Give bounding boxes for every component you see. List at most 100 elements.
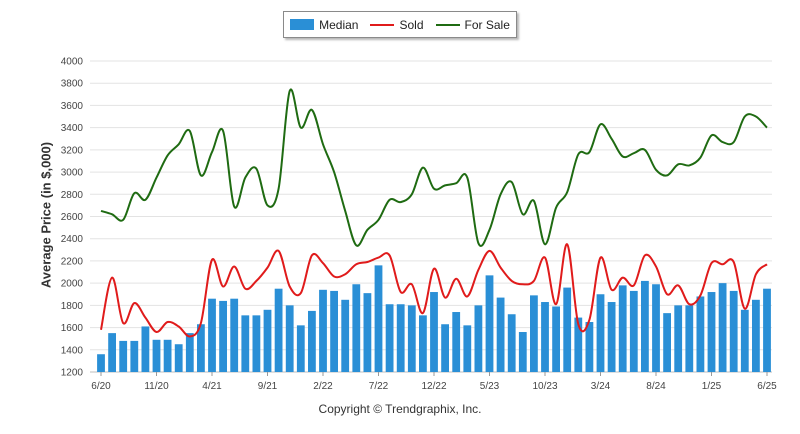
median-bar <box>363 293 372 372</box>
median-bar <box>474 305 483 372</box>
x-tick-label: 5/23 <box>480 381 500 392</box>
median-bar <box>274 288 283 372</box>
median-bar <box>341 299 350 372</box>
median-bar <box>452 312 461 372</box>
median-bar <box>552 306 560 372</box>
for-sale-swatch <box>435 23 460 26</box>
median-swatch <box>290 19 315 30</box>
legend-for-sale-label: For Sale <box>464 17 510 32</box>
median-bar <box>652 284 660 372</box>
median-bar <box>763 288 771 372</box>
median-bar <box>585 322 594 372</box>
y-tick-label: 1600 <box>61 323 84 334</box>
median-bar <box>219 300 227 372</box>
median-bar <box>385 304 394 372</box>
y-tick-label: 2000 <box>61 279 84 290</box>
median-bar <box>574 317 583 372</box>
x-tick-label: 6/20 <box>91 381 111 392</box>
grid-lines <box>90 60 772 373</box>
median-bar <box>319 289 327 372</box>
median-bar <box>696 296 705 372</box>
median-bar <box>296 325 305 372</box>
y-tick-label: 3800 <box>61 79 84 90</box>
y-axis-ticks: 1200 1400 1600 1800 2000 2200 2400 2600 2800 3000… <box>61 57 84 379</box>
median-bar <box>507 314 516 372</box>
median-bar <box>263 309 272 372</box>
median-bar <box>463 325 472 372</box>
y-tick-label: 1400 <box>61 345 84 356</box>
x-tick-label: 8/24 <box>646 381 666 392</box>
median-bar <box>230 298 239 372</box>
y-tick-label: 2200 <box>61 256 84 267</box>
median-bar <box>374 265 383 372</box>
sold-line-layer <box>100 243 768 338</box>
median-bar <box>430 292 438 372</box>
median-bar <box>396 304 405 372</box>
median-bar <box>641 280 649 372</box>
y-tick-label: 3200 <box>61 145 84 156</box>
median-bar <box>674 305 683 372</box>
y-tick-label: 2600 <box>61 212 84 223</box>
median-bar <box>607 302 616 372</box>
x-tick-label: 12/22 <box>421 381 446 392</box>
median-bar <box>530 295 538 372</box>
y-tick-label: 3000 <box>61 168 84 179</box>
median-bar <box>119 340 128 372</box>
median-bar <box>419 315 427 372</box>
median-bar <box>208 298 216 372</box>
legend-median-label: Median <box>319 17 359 32</box>
median-bar <box>740 309 749 372</box>
median-bar <box>718 283 727 372</box>
y-tick-label: 3600 <box>61 101 84 112</box>
y-tick-label: 2800 <box>61 190 84 201</box>
y-tick-label: 2400 <box>61 234 84 245</box>
median-bar <box>252 315 261 372</box>
median-bar <box>729 290 738 372</box>
legend-item-sold[interactable]: Sold <box>370 18 424 32</box>
sold-line <box>100 243 768 338</box>
y-tick-label: 4000 <box>61 57 84 68</box>
median-bar <box>541 302 549 372</box>
x-tick-label: 9/21 <box>258 381 278 392</box>
y-tick-label: 1800 <box>61 301 84 312</box>
median-bar <box>663 313 671 372</box>
median-bar <box>752 299 760 372</box>
median-bar <box>596 294 605 372</box>
median-bar <box>485 275 494 372</box>
copyright-text: Copyright © Trendgraphix, Inc. <box>318 402 482 416</box>
median-bar <box>108 333 116 372</box>
x-tick-label: 1/25 <box>702 381 722 392</box>
median-bar <box>185 333 194 372</box>
legend-item-median[interactable]: Median <box>290 18 358 32</box>
y-axis-title: Average Price (in $,000) <box>38 141 54 289</box>
sold-swatch <box>370 23 395 26</box>
median-bar <box>518 332 527 372</box>
median-bar <box>152 339 161 372</box>
median-bar <box>407 305 416 372</box>
median-bar <box>285 305 294 372</box>
median-bar <box>197 324 205 372</box>
median-bar <box>441 324 449 372</box>
x-tick-label: 4/21 <box>202 381 222 392</box>
y-tick-label: 1200 <box>61 368 84 379</box>
median-bar <box>308 310 316 372</box>
for-sale-line <box>100 88 768 247</box>
x-tick-label: 11/20 <box>144 381 169 392</box>
median-bar <box>130 340 139 372</box>
for-sale-line-layer <box>100 88 768 247</box>
median-bar <box>241 315 250 372</box>
median-bar <box>629 290 638 372</box>
y-tick-label: 3400 <box>61 123 84 134</box>
median-bar <box>141 326 150 372</box>
median-bar <box>685 305 694 372</box>
median-bar <box>174 344 183 372</box>
x-tick-label: 10/23 <box>532 381 557 392</box>
median-bar <box>496 297 505 372</box>
median-bars <box>97 265 771 372</box>
legend-item-for-sale[interactable]: For Sale <box>435 17 510 32</box>
x-tick-label: 6/25 <box>757 381 777 392</box>
x-tick-label: 7/22 <box>369 381 389 392</box>
median-bar <box>707 292 716 372</box>
x-tick-label: 2/22 <box>313 381 333 392</box>
